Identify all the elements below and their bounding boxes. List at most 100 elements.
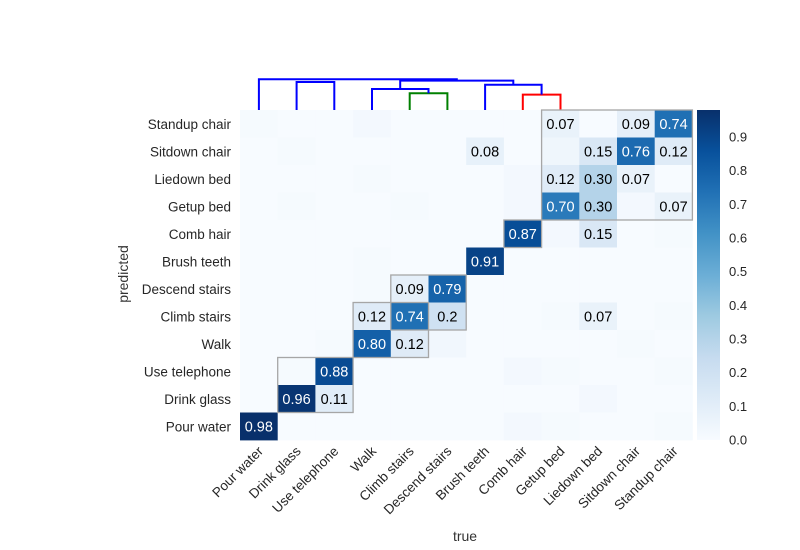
heatmap-cell	[503, 275, 542, 303]
heatmap-cell	[353, 302, 392, 331]
colorbar-tick-label: 0.0	[729, 433, 747, 448]
heatmap-cell	[277, 385, 316, 413]
heatmap-cell	[466, 275, 505, 303]
y-tick-label: Drink glass	[164, 392, 231, 407]
cell-annotation: 0.07	[622, 172, 650, 188]
heatmap-cell	[503, 412, 542, 441]
heatmap-cell	[353, 412, 392, 441]
y-tick-label: Sitdown chair	[150, 144, 232, 159]
dendrogram-link	[295, 81, 336, 110]
heatmap-cell	[579, 412, 618, 441]
heatmap-cell	[315, 275, 354, 303]
heatmap-cell	[240, 247, 279, 276]
y-tick-label: Climb stairs	[160, 309, 231, 324]
heatmap-cell	[390, 247, 429, 276]
heatmap-cell	[428, 220, 467, 248]
heatmap-cell	[390, 330, 429, 358]
heatmap-cell	[466, 412, 505, 441]
heatmap-cell	[428, 110, 467, 138]
heatmap-cell	[503, 302, 542, 331]
y-tick-label: Liedown bed	[154, 172, 231, 187]
heatmap-cell	[240, 412, 279, 441]
heatmap-cell	[617, 385, 656, 413]
heatmap-cell	[353, 192, 392, 221]
heatmap-cell	[353, 220, 392, 248]
cell-annotation: 0.09	[396, 282, 424, 298]
cluster-box	[503, 219, 543, 249]
colorbar-gradient	[697, 110, 720, 440]
colorbar-tick-label: 0.9	[729, 129, 747, 144]
heatmap-cell	[353, 165, 392, 193]
heatmap-cell	[579, 330, 618, 358]
heatmap-cell	[428, 412, 467, 441]
heatmap-cell	[617, 110, 656, 138]
heatmap-cell	[654, 357, 693, 386]
heatmap-cell	[617, 302, 656, 331]
heatmap-cell	[466, 247, 505, 276]
heatmap-cell	[353, 330, 392, 358]
heatmap-cell	[654, 137, 693, 166]
heatmap-cell	[277, 357, 316, 386]
colorbar-tick-label: 0.8	[729, 163, 747, 178]
x-tick-label: Walk	[348, 443, 380, 475]
heatmap-cell	[315, 385, 354, 413]
heatmap-cell	[654, 330, 693, 358]
heatmap-cell	[390, 220, 429, 248]
heatmap-cell	[541, 275, 580, 303]
heatmap-cell	[579, 165, 618, 193]
heatmap-cell	[579, 385, 618, 413]
heatmap-cell	[503, 110, 542, 138]
heatmap-cell	[541, 357, 580, 386]
cell-annotation: 0.07	[659, 199, 687, 215]
heatmap-cell	[277, 220, 316, 248]
heatmap-cell	[503, 192, 542, 221]
heatmap-cell	[353, 110, 392, 138]
heatmap-cell	[428, 275, 467, 303]
cell-annotation: 0.79	[433, 282, 461, 298]
heatmap-cell	[277, 412, 316, 441]
heatmap-cell	[428, 330, 467, 358]
cluster-box	[540, 109, 694, 221]
heatmap-cell	[277, 247, 316, 276]
heatmap-cell	[654, 275, 693, 303]
heatmap-cell	[277, 165, 316, 193]
heatmap-cell	[390, 137, 429, 166]
heatmap-cell	[240, 165, 279, 193]
heatmap-cell	[428, 137, 467, 166]
heatmap-cell	[579, 110, 618, 138]
heatmap-cell	[466, 137, 505, 166]
cell-annotation: 0.70	[546, 199, 574, 215]
heatmap-cell	[579, 357, 618, 386]
heatmap-cell	[617, 330, 656, 358]
cluster-box	[277, 356, 354, 414]
dendrogram-link	[484, 83, 543, 110]
heatmap-cell	[315, 137, 354, 166]
heatmap-cell	[654, 192, 693, 221]
heatmap-cell	[390, 357, 429, 386]
cluster-boxes	[277, 109, 694, 414]
y-tick-label: Brush teeth	[162, 254, 231, 269]
heatmap-cell	[315, 192, 354, 221]
heatmap-cell	[654, 302, 693, 331]
heatmap-cell	[654, 412, 693, 441]
heatmap-cell	[617, 220, 656, 248]
cluster-box	[390, 274, 467, 331]
heatmap-cell	[579, 275, 618, 303]
heatmap-cell	[353, 275, 392, 303]
heatmap-cell	[617, 247, 656, 276]
cell-annotation: 0.76	[622, 144, 650, 160]
heatmap-cell	[466, 192, 505, 221]
heatmap-cell	[428, 302, 467, 331]
cell-annotation: 0.91	[471, 254, 499, 270]
heatmap-cell	[240, 110, 279, 138]
cell-annotation: 0.07	[584, 309, 612, 325]
heatmap-cell	[315, 220, 354, 248]
dendrogram-link	[257, 78, 458, 110]
heatmap-cell	[240, 275, 279, 303]
y-tick-labels: Standup chair Sitdown chair Liedown bed Get…	[142, 117, 232, 435]
heatmap-cell	[390, 275, 429, 303]
heatmap-cell	[240, 330, 279, 358]
heatmap-cell	[428, 247, 467, 276]
cell-annotation: 0.74	[659, 117, 687, 133]
heatmap-cell	[503, 357, 542, 386]
